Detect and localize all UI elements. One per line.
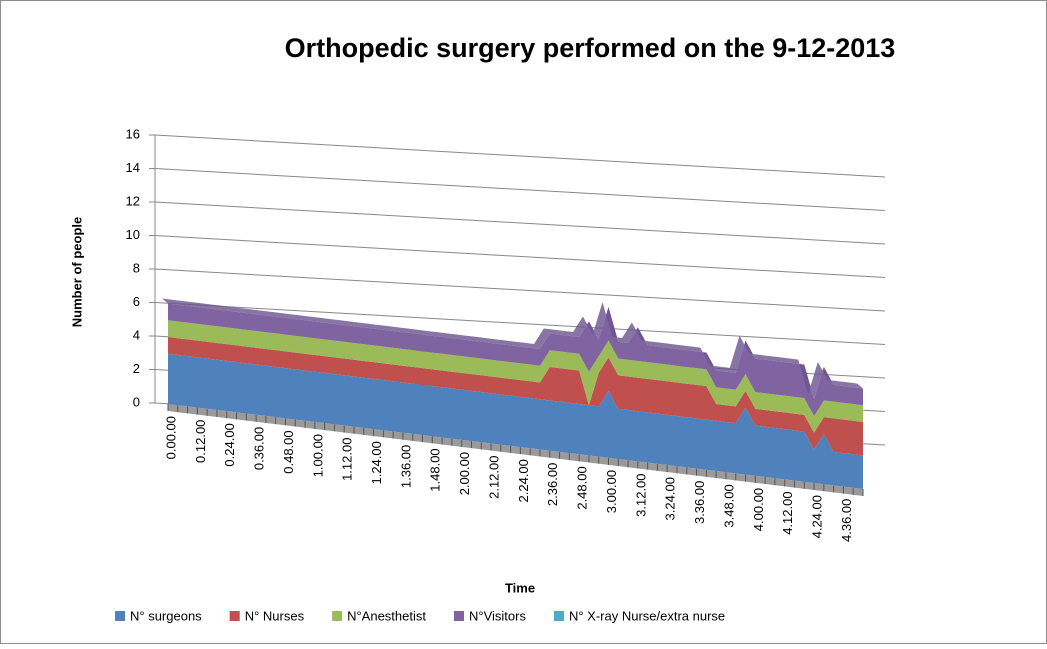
x-tick-label: 1.00.00 [310, 434, 325, 477]
legend-label: N°Anesthetist [347, 608, 426, 623]
chart-title: Orthopedic surgery performed on the 9-12… [285, 33, 896, 63]
x-axis-title: Time [505, 580, 535, 595]
legend-label: N° X-ray Nurse/extra nurse [569, 608, 725, 623]
y-tick-label: 12 [126, 193, 140, 208]
y-tick-label: 10 [126, 227, 140, 242]
legend-swatch [553, 611, 564, 621]
x-tick-label: 2.48.00 [575, 466, 590, 509]
legend-label: N°Visitors [469, 608, 526, 623]
area [168, 353, 863, 489]
legend-swatch [229, 611, 240, 621]
x-tick-label: 1.24.00 [369, 441, 384, 484]
grid-line [154, 268, 886, 312]
grid-line [154, 302, 886, 345]
x-tick-label: 3.00.00 [604, 470, 619, 513]
area [168, 320, 863, 433]
y-tick-label: 4 [133, 327, 140, 342]
grid-line [154, 201, 886, 245]
x-tick-label: 3.36.00 [692, 481, 707, 524]
x-tick-label: 0.12.00 [193, 420, 208, 463]
y-tick-label: 14 [126, 160, 140, 175]
x-tick-label: 1.36.00 [398, 445, 413, 488]
grid-line [154, 134, 886, 178]
x-tick-label: 3.12.00 [633, 473, 648, 516]
x-tick-label: 0.36.00 [252, 427, 267, 470]
y-tick-label: 6 [133, 294, 140, 309]
legend-swatch [453, 611, 464, 621]
y-axis-title: Number of people [69, 217, 84, 328]
x-tick-label: 1.12.00 [340, 438, 355, 481]
y-tick-label: 0 [133, 394, 140, 409]
x-tick-label: 0.24.00 [222, 423, 237, 466]
legend-swatch [332, 611, 343, 621]
x-tick-label: 4.00.00 [751, 488, 766, 531]
area [168, 303, 863, 417]
y-tick-label: 16 [126, 126, 140, 141]
area [168, 337, 863, 456]
y-tick-label: 8 [133, 260, 140, 275]
x-tick-label: 1.48.00 [428, 448, 443, 491]
area-top [162, 298, 863, 400]
x-tick-label: 3.24.00 [663, 477, 678, 520]
floor [168, 404, 863, 496]
x-tick-label: 2.24.00 [516, 459, 531, 502]
x-tick-label: 4.36.00 [839, 499, 854, 542]
legend-label: N° Nurses [245, 608, 305, 623]
y-tick-label: 2 [133, 361, 140, 376]
x-tick-label: 0.48.00 [281, 430, 296, 473]
x-tick-label: 2.12.00 [486, 456, 501, 499]
x-tick-label: 2.36.00 [545, 463, 560, 506]
grid-line [154, 235, 886, 278]
x-tick-label: 3.48.00 [721, 484, 736, 527]
legend-swatch [115, 611, 125, 621]
x-tick-label: 0.00.00 [163, 416, 178, 459]
x-tick-label: 2.00.00 [457, 452, 472, 495]
grid-line [154, 168, 886, 211]
x-tick-label: 4.24.00 [809, 495, 824, 538]
x-tick-label: 4.12.00 [780, 491, 795, 534]
legend-label: N° surgeons [130, 608, 202, 623]
